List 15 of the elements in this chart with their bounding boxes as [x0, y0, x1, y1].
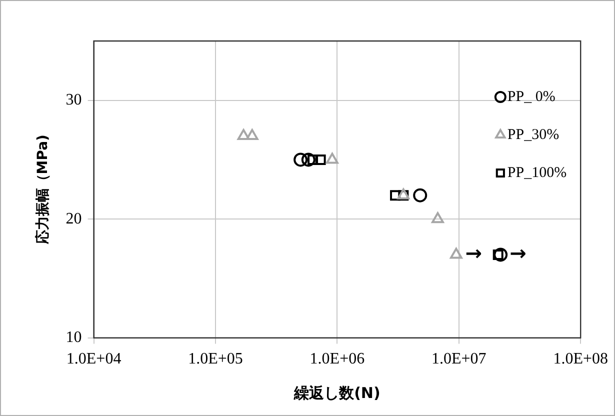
legend-label: PP_ 0% — [507, 88, 556, 105]
x-tick-label: 1.0E+08 — [553, 350, 608, 368]
x-axis-title: 繰返し数(N) — [293, 384, 380, 402]
y-axis-title: 応力振幅（MPa) — [34, 134, 52, 246]
legend-label: PP_100% — [507, 164, 567, 181]
legend-label: PP_30% — [507, 126, 560, 143]
x-tick-label: 1.0E+07 — [432, 350, 486, 368]
x-tick-label: 1.0E+04 — [66, 350, 122, 368]
annotation: → — [465, 240, 482, 265]
y-tick-label: 20 — [66, 210, 82, 228]
y-tick-label: 30 — [66, 92, 82, 109]
x-tick-label: 1.0E+05 — [188, 350, 243, 368]
annotation: → — [510, 240, 526, 265]
y-tick-label: 10 — [66, 329, 82, 346]
x-tick-label: 1.0E+06 — [310, 350, 365, 368]
